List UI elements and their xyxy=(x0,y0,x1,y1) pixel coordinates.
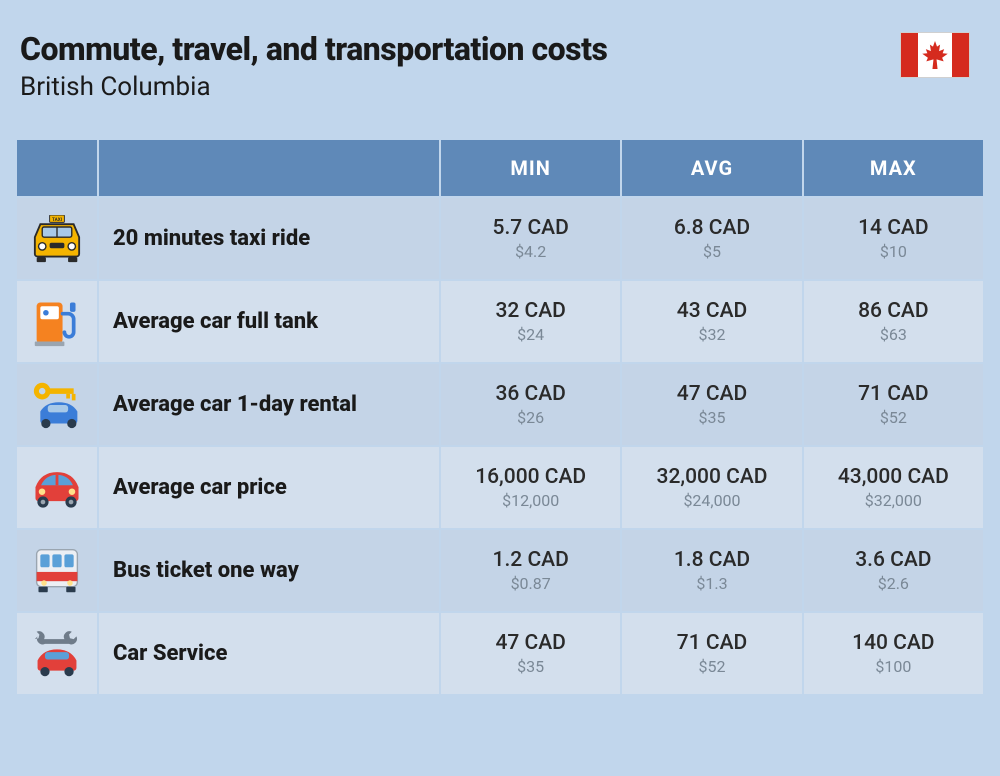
value-usd: $26 xyxy=(451,408,610,427)
value-usd: $52 xyxy=(814,408,973,427)
value-usd: $35 xyxy=(632,408,791,427)
value-usd: $12,000 xyxy=(451,491,610,510)
value-usd: $24,000 xyxy=(632,491,791,510)
value-cad: 43,000 CAD xyxy=(814,465,973,489)
table-row: Average car full tank 32 CAD $24 43 CAD … xyxy=(17,281,983,362)
car-key-icon xyxy=(25,380,89,430)
maple-leaf-icon xyxy=(922,41,948,69)
value-cad: 32 CAD xyxy=(451,299,610,323)
header-icon-col xyxy=(17,140,97,196)
cell-max: 71 CAD $52 xyxy=(804,364,983,445)
cell-avg: 71 CAD $52 xyxy=(622,613,801,694)
value-usd: $35 xyxy=(451,657,610,676)
value-usd: $100 xyxy=(814,657,973,676)
cell-max: 86 CAD $63 xyxy=(804,281,983,362)
table-row: Average car 1-day rental 36 CAD $26 47 C… xyxy=(17,364,983,445)
table-row: TAXI 20 minutes taxi ride xyxy=(17,198,983,279)
header-max: MAX xyxy=(804,140,983,196)
car-service-icon xyxy=(25,629,89,679)
row-icon-cell xyxy=(17,447,97,528)
table-body: TAXI 20 minutes taxi ride xyxy=(17,198,983,694)
page-title: Commute, travel, and transportation cost… xyxy=(20,30,607,68)
row-icon-cell xyxy=(17,364,97,445)
header: Commute, travel, and transportation cost… xyxy=(0,0,1000,122)
cell-avg: 32,000 CAD $24,000 xyxy=(622,447,801,528)
car-icon xyxy=(25,466,89,510)
value-usd: $4.2 xyxy=(451,242,610,261)
cell-min: 47 CAD $35 xyxy=(441,613,620,694)
value-cad: 140 CAD xyxy=(814,631,973,655)
cell-max: 14 CAD $10 xyxy=(804,198,983,279)
value-cad: 71 CAD xyxy=(814,382,973,406)
value-cad: 1.8 CAD xyxy=(632,548,791,572)
row-label: Average car 1-day rental xyxy=(99,364,439,445)
value-usd: $1.3 xyxy=(632,574,791,593)
cell-avg: 47 CAD $35 xyxy=(622,364,801,445)
cell-avg: 6.8 CAD $5 xyxy=(622,198,801,279)
page: Commute, travel, and transportation cost… xyxy=(0,0,1000,776)
row-label: Bus ticket one way xyxy=(99,530,439,611)
row-label: Average car full tank xyxy=(99,281,439,362)
table-row: Bus ticket one way 1.2 CAD $0.87 1.8 CAD… xyxy=(17,530,983,611)
taxi-icon: TAXI xyxy=(25,215,89,263)
value-cad: 71 CAD xyxy=(632,631,791,655)
header-label-col xyxy=(99,140,439,196)
cell-max: 140 CAD $100 xyxy=(804,613,983,694)
value-cad: 1.2 CAD xyxy=(451,548,610,572)
value-cad: 43 CAD xyxy=(632,299,791,323)
row-label: Average car price xyxy=(99,447,439,528)
costs-table: MIN AVG MAX TAXI xyxy=(15,138,985,696)
value-usd: $10 xyxy=(814,242,973,261)
cell-min: 1.2 CAD $0.87 xyxy=(441,530,620,611)
value-usd: $32 xyxy=(632,325,791,344)
flag-white-center xyxy=(918,33,952,77)
value-cad: 16,000 CAD xyxy=(451,465,610,489)
header-min: MIN xyxy=(441,140,620,196)
cell-min: 5.7 CAD $4.2 xyxy=(441,198,620,279)
flag-icon xyxy=(900,32,970,78)
bus-icon xyxy=(25,546,89,596)
cell-min: 16,000 CAD $12,000 xyxy=(441,447,620,528)
value-usd: $5 xyxy=(632,242,791,261)
value-cad: 14 CAD xyxy=(814,216,973,240)
svg-text:TAXI: TAXI xyxy=(52,217,63,223)
cell-min: 32 CAD $24 xyxy=(441,281,620,362)
value-usd: $2.6 xyxy=(814,574,973,593)
row-label: 20 minutes taxi ride xyxy=(99,198,439,279)
row-icon-cell xyxy=(17,613,97,694)
table-row: Average car price 16,000 CAD $12,000 32,… xyxy=(17,447,983,528)
header-avg: AVG xyxy=(622,140,801,196)
cell-min: 36 CAD $26 xyxy=(441,364,620,445)
cell-avg: 43 CAD $32 xyxy=(622,281,801,362)
value-usd: $24 xyxy=(451,325,610,344)
value-cad: 47 CAD xyxy=(632,382,791,406)
flag-red-right xyxy=(952,33,969,77)
value-usd: $0.87 xyxy=(451,574,610,593)
value-cad: 32,000 CAD xyxy=(632,465,791,489)
cell-max: 3.6 CAD $2.6 xyxy=(804,530,983,611)
row-icon-cell xyxy=(17,530,97,611)
value-cad: 36 CAD xyxy=(451,382,610,406)
row-label: Car Service xyxy=(99,613,439,694)
value-usd: $52 xyxy=(632,657,791,676)
value-cad: 3.6 CAD xyxy=(814,548,973,572)
page-subtitle: British Columbia xyxy=(20,72,607,102)
flag-red-left xyxy=(901,33,918,77)
table-row: Car Service 47 CAD $35 71 CAD $52 140 CA… xyxy=(17,613,983,694)
fuel-pump-icon xyxy=(25,297,89,347)
table-header-row: MIN AVG MAX xyxy=(17,140,983,196)
cell-avg: 1.8 CAD $1.3 xyxy=(622,530,801,611)
cell-max: 43,000 CAD $32,000 xyxy=(804,447,983,528)
value-cad: 6.8 CAD xyxy=(632,216,791,240)
value-cad: 5.7 CAD xyxy=(451,216,610,240)
value-usd: $32,000 xyxy=(814,491,973,510)
value-cad: 86 CAD xyxy=(814,299,973,323)
header-text: Commute, travel, and transportation cost… xyxy=(20,30,607,102)
row-icon-cell: TAXI xyxy=(17,198,97,279)
row-icon-cell xyxy=(17,281,97,362)
value-cad: 47 CAD xyxy=(451,631,610,655)
value-usd: $63 xyxy=(814,325,973,344)
